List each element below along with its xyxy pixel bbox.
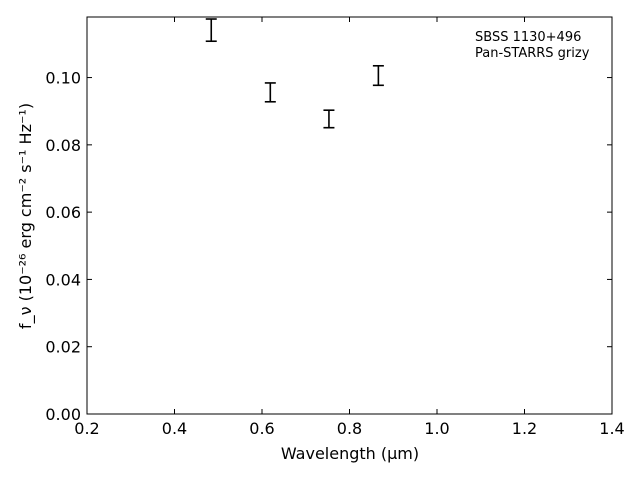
data-point xyxy=(264,82,276,103)
x-tick-label: 0.4 xyxy=(162,419,187,438)
y-axis-label: f_ν (10⁻²⁶ erg cm⁻² s⁻¹ Hz⁻¹) xyxy=(16,103,36,329)
x-tick-label: 0.6 xyxy=(249,419,274,438)
data-point xyxy=(372,64,384,87)
annotation-line-1: SBSS 1130+496 xyxy=(475,30,581,45)
y-tick-label: 0.00 xyxy=(45,405,81,424)
x-tick-label: 0.8 xyxy=(337,419,362,438)
x-tick-label: 1.2 xyxy=(512,419,537,438)
x-axis-label: Wavelength (μm) xyxy=(281,444,419,463)
plot-area xyxy=(86,16,613,415)
x-tick-label: 0.2 xyxy=(74,419,99,438)
y-tick-label: 0.04 xyxy=(45,270,81,289)
data-point xyxy=(323,109,335,129)
plot-frame xyxy=(86,16,613,415)
data-marks xyxy=(205,18,384,129)
y-tick-label: 0.02 xyxy=(45,338,81,357)
y-tick-label: 0.08 xyxy=(45,136,81,155)
x-tick-label: 1.0 xyxy=(424,419,449,438)
y-tick-label: 0.10 xyxy=(45,69,81,88)
x-tick-label: 1.4 xyxy=(599,419,624,438)
axis-ticks: 0.2 0.4 0.6 0.8 1.0 1.2 1.4 0.00 0.02 0.04 0.06 0.0… xyxy=(45,17,625,438)
data-point xyxy=(205,18,217,43)
annotation: SBSS 1130+496 Pan-STARRS grizy xyxy=(475,30,590,61)
y-tick-label: 0.06 xyxy=(45,203,81,222)
annotation-line-2: Pan-STARRS grizy xyxy=(475,46,590,61)
